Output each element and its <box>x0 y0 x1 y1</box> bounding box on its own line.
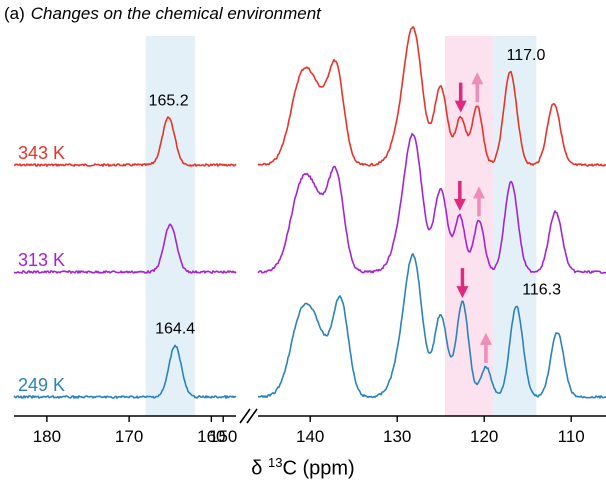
x-tick-label-2: 160 <box>197 427 225 446</box>
arrow-head-5 <box>479 332 492 345</box>
spectrum-line-0-segment-1 <box>257 26 606 167</box>
peak-annotation-3: 116.3 <box>522 282 561 299</box>
x-tick-label-5: 130 <box>383 427 411 446</box>
x-tick-label-4: 140 <box>296 427 324 446</box>
intensity-arrows <box>453 72 492 363</box>
series-label-0: 343 K <box>18 143 65 163</box>
series-labels: 343 K 313 K 249 K <box>18 143 65 395</box>
peak-annotations: 165.2 117.0 164.4 116.3 <box>149 47 562 337</box>
spectrum-line-2-segment-0 <box>13 344 237 399</box>
peak-annotation-1: 117.0 <box>507 47 546 64</box>
arrow-head-0 <box>454 100 467 113</box>
axis-break-mark-0 <box>239 408 251 424</box>
x-tick-label-6: 120 <box>470 427 498 446</box>
x-tick-label-0: 180 <box>33 427 61 446</box>
x-axis-label: δ 13C (ppm) <box>0 455 606 481</box>
arrow-down-2 <box>453 180 466 211</box>
axis-break-mark-1 <box>246 408 258 424</box>
spectra-lines <box>13 26 606 399</box>
arrow-head-1 <box>471 72 484 85</box>
spectrum-line-1-segment-0 <box>13 223 237 274</box>
arrow-up-1 <box>471 72 484 103</box>
series-label-1: 313 K <box>18 250 65 270</box>
highlight-bands <box>145 36 537 416</box>
x-axis-label-prefix: δ <box>251 457 268 480</box>
spectrum-line-0-segment-0 <box>13 116 237 167</box>
x-axis-label-suffix: C (ppm) <box>282 457 355 480</box>
panel-tag: (a) <box>4 4 25 23</box>
highlight-band-2 <box>492 36 537 416</box>
peak-annotation-2: 164.4 <box>155 320 195 337</box>
panel-caption: (a) Changes on the chemical environment <box>4 4 321 24</box>
arrow-down-4 <box>456 268 469 299</box>
panel-title: Changes on the chemical environment <box>30 4 321 23</box>
x-tick-label-1: 170 <box>115 427 143 446</box>
arrow-head-4 <box>456 286 469 299</box>
arrow-down-0 <box>454 82 467 113</box>
arrow-head-3 <box>472 186 485 199</box>
series-label-2: 249 K <box>18 375 65 395</box>
arrow-up-3 <box>472 186 485 217</box>
arrow-up-5 <box>479 332 492 363</box>
peak-annotation-0: 165.2 <box>149 93 189 110</box>
arrow-head-2 <box>453 198 466 211</box>
x-tick-label-7: 110 <box>558 427 585 446</box>
highlight-band-0 <box>145 36 195 416</box>
x-tick-label-3: 150 <box>209 427 237 446</box>
spectrum-line-2-segment-1 <box>257 253 606 399</box>
spectrum-line-1-segment-1 <box>257 132 606 274</box>
x-axis-label-superscript: 13 <box>268 455 283 470</box>
